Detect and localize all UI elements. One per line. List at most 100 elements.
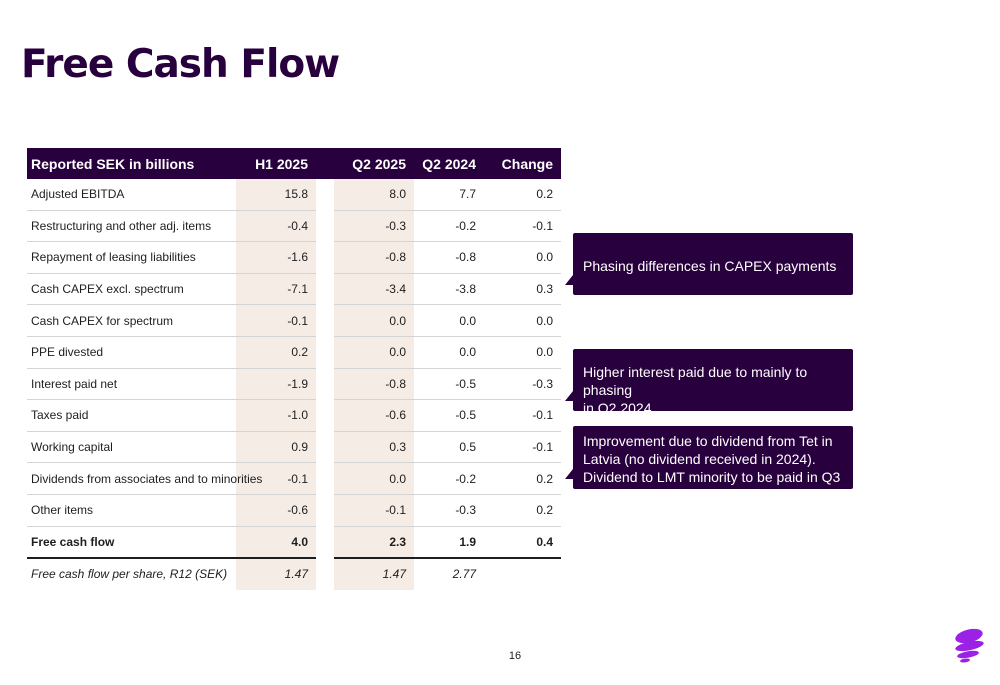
callout-line: Latvia (no dividend received in 2024).: [583, 451, 816, 467]
header-h1-2025: H1 2025: [236, 148, 316, 179]
cell-q2-2025: -3.4: [334, 273, 414, 306]
callout-line: in Q2 2024: [583, 400, 652, 416]
cell-change: 0.4: [484, 526, 561, 560]
callout-interest: Higher interest paid due to mainly to ph…: [565, 349, 853, 416]
cell-h1-2025: 15.8: [236, 179, 316, 211]
row-label: Dividends from associates and to minorit…: [27, 462, 262, 495]
callout-line: Higher interest paid due to mainly to ph…: [583, 364, 808, 398]
row-label: Cash CAPEX for spectrum: [27, 304, 236, 337]
cell-h1-2025: -1.0: [236, 399, 316, 432]
cell-h1-2025: -0.1: [236, 304, 316, 337]
cell-gap: [316, 494, 334, 526]
cell-gap: [316, 210, 334, 242]
page-title: Free Cash Flow: [21, 42, 340, 87]
table-row: Taxes paid -1.0 -0.6 -0.5 -0.1: [27, 399, 561, 432]
cell-change: 0.0: [484, 336, 561, 369]
row-label: Other items: [27, 494, 236, 527]
cell-gap: [316, 336, 334, 368]
cell-h1-2025: -1.6: [236, 241, 316, 274]
cell-change: 0.0: [484, 304, 561, 337]
header-change: Change: [484, 148, 561, 179]
cell-q2-2025: -0.8: [334, 241, 414, 274]
cell-q2-2024: 7.7: [414, 179, 484, 211]
cell-q2-2024: 0.0: [414, 336, 484, 369]
cell-q2-2025: 0.3: [334, 431, 414, 464]
cell-gap: [316, 400, 334, 432]
cell-h1-2025: -1.9: [236, 368, 316, 401]
table-row: Free cash flow 4.0 2.3 1.9 0.4: [27, 526, 561, 560]
cell-gap: [316, 526, 334, 558]
free-cash-flow-table: Reported SEK in billions H1 2025 Q2 2025…: [27, 148, 561, 590]
cell-q2-2024: -0.5: [414, 368, 484, 401]
cell-q2-2025: 0.0: [334, 462, 414, 495]
cell-h1-2025: 0.2: [236, 336, 316, 369]
table-row: Cash CAPEX excl. spectrum -7.1 -3.4 -3.8 0.3: [27, 273, 561, 306]
header-reported: Reported SEK in billions: [27, 148, 236, 179]
cell-gap: [316, 179, 334, 210]
cell-q2-2025: 0.0: [334, 304, 414, 337]
table-row: Cash CAPEX for spectrum -0.1 0.0 0.0 0.0: [27, 304, 561, 337]
cell-change: 0.2: [484, 462, 561, 495]
cell-q2-2025: -0.8: [334, 368, 414, 401]
cell-q2-2024: -0.2: [414, 210, 484, 243]
cell-q2-2025: 2.3: [334, 526, 414, 560]
table-row: Working capital 0.9 0.3 0.5 -0.1: [27, 431, 561, 464]
cell-h1-2025: 0.9: [236, 431, 316, 464]
cell-gap: [316, 305, 334, 337]
cell-h1-2025: 1.47: [236, 558, 316, 590]
cell-q2-2024: 1.9: [414, 526, 484, 560]
cell-change: -0.1: [484, 431, 561, 464]
page-number: 16: [508, 650, 522, 662]
row-label: Free cash flow: [27, 526, 236, 560]
cell-h1-2025: 4.0: [236, 526, 316, 560]
table-row: Adjusted EBITDA 15.8 8.0 7.7 0.2: [27, 179, 561, 211]
row-label: Restructuring and other adj. items: [27, 210, 236, 243]
header-gap: [316, 148, 334, 179]
cell-gap: [316, 368, 334, 400]
cell-q2-2024: -0.5: [414, 399, 484, 432]
cell-q2-2025: 0.0: [334, 336, 414, 369]
cell-q2-2025: 1.47: [334, 558, 414, 590]
table-row: Other items -0.6 -0.1 -0.3 0.2: [27, 494, 561, 527]
cell-q2-2024: 2.77: [452, 567, 476, 582]
telia-pebble-logo-icon: [955, 628, 984, 663]
cell-h1-2025: -0.6: [236, 494, 316, 527]
row-label: Working capital: [27, 431, 236, 464]
cell-q2-2024: -0.3: [414, 494, 484, 527]
callout-line: Phasing differences in CAPEX payments: [583, 258, 837, 274]
table-row: Interest paid net -1.9 -0.8 -0.5 -0.3: [27, 368, 561, 401]
cell-h1-2025: -0.4: [236, 210, 316, 243]
cell-gap: [316, 242, 334, 274]
cell-q2-2024: -3.8: [414, 273, 484, 306]
row-label: Taxes paid: [27, 399, 236, 432]
table-row: Dividends from associates and to minorit…: [27, 462, 561, 495]
cell-h1-2025: -7.1: [236, 273, 316, 306]
cell-q2-2025: 8.0: [334, 179, 414, 211]
cell-gap: [316, 273, 334, 305]
cell-gap: [316, 463, 334, 495]
row-label: Interest paid net: [27, 368, 236, 401]
row-label: Repayment of leasing liabilities: [27, 241, 236, 274]
table-row: Free cash flow per share, R12 (SEK) 1.47 1…: [27, 558, 561, 590]
row-label: Free cash flow per share, R12 (SEK): [31, 567, 228, 582]
cell-q2-2024: -0.8: [414, 241, 484, 274]
table-row: Repayment of leasing liabilities -1.6 -0.8…: [27, 241, 561, 274]
table-row: PPE divested 0.2 0.0 0.0 0.0: [27, 336, 561, 369]
header-q2-2024: Q2 2024: [414, 148, 484, 179]
callout-line: Improvement due to dividend from Tet in: [583, 433, 833, 449]
cell-change: -0.1: [484, 210, 561, 243]
callout-capex: Phasing differences in CAPEX payments: [565, 233, 853, 295]
cell-q2-2025: -0.6: [334, 399, 414, 432]
cell-q2-2024: 0.5: [414, 431, 484, 464]
cell-change: 0.0: [484, 241, 561, 274]
row-label: PPE divested: [27, 336, 236, 369]
cell-gap: [316, 431, 334, 463]
table-header-row: Reported SEK in billions H1 2025 Q2 2025…: [27, 148, 561, 179]
cell-h1-2025: -0.1: [236, 462, 316, 495]
cell-change: -0.3: [484, 368, 561, 401]
cell-gap: [316, 558, 334, 590]
header-q2-2025: Q2 2025: [334, 148, 414, 179]
callout-line: Dividend to LMT minority to be paid in Q…: [583, 469, 841, 485]
cell-q2-2025: -0.3: [334, 210, 414, 243]
cell-change: 0.2: [484, 494, 561, 527]
